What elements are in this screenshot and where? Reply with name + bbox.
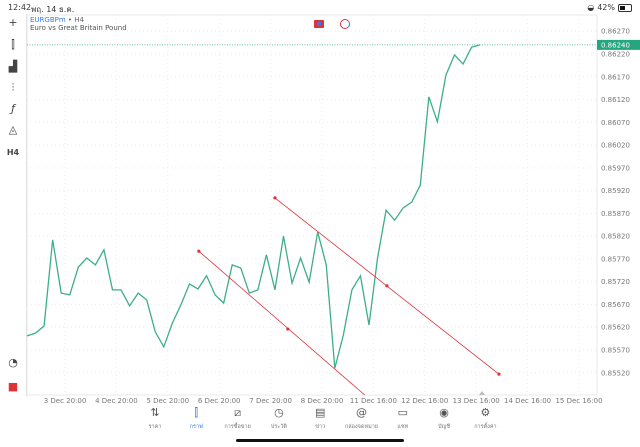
x-tick-label: 14 Dec 16:00 — [504, 397, 551, 405]
timeframe-label: H4 — [74, 16, 85, 24]
chat-icon: ▭ — [397, 406, 408, 419]
symbol-description: Euro vs Great Britain Pound — [30, 24, 127, 32]
current-price-badge — [597, 39, 640, 50]
nav-label: ราคา — [148, 424, 162, 430]
sell-button[interactable] — [314, 20, 324, 28]
one-click-trading-icon[interactable] — [340, 19, 350, 29]
x-tick-label: 7 Dec 20:00 — [249, 397, 292, 405]
nav-label: กราฟ — [189, 424, 203, 430]
x-tick-label: 15 Dec 16:00 — [555, 397, 602, 405]
y-tick-label: 0.85820 — [601, 233, 630, 241]
y-tick-label: 0.85520 — [601, 369, 630, 377]
current-price-label: 0.86240 — [601, 41, 630, 49]
account-icon: ◉ — [439, 406, 449, 419]
y-tick-label: 0.86270 — [601, 28, 630, 36]
nav-label: ประวัติ — [270, 424, 287, 430]
mailbox-icon: @ — [356, 406, 367, 419]
x-tick-label: 3 Dec 20:00 — [44, 397, 87, 405]
price-chart[interactable]: 0.86270 0.86220 0.86170 0.86120 0.86070 0.860… — [0, 0, 640, 405]
nav-item-news[interactable]: ▤ ข่าว — [298, 406, 342, 431]
y-tick-label: 0.85720 — [601, 278, 630, 286]
trendline-handle — [497, 372, 501, 376]
nav-item-chat[interactable]: ▭ แชท — [381, 406, 425, 431]
news-icon: ▤ — [314, 406, 326, 419]
nav-label: การซื้อขาย — [224, 424, 251, 430]
battery-icon — [618, 3, 632, 12]
trendline-handle — [286, 327, 290, 331]
plot-area — [26, 14, 598, 396]
x-tick-label: 8 Dec 20:00 — [301, 397, 344, 405]
nav-item-mailbox[interactable]: @ กล่องจดหมาย — [340, 406, 384, 431]
battery-percent: 42% — [597, 3, 615, 12]
y-tick-label: 0.85670 — [601, 301, 630, 309]
left-toolbar: + ⫿ ▟ ⫶ ƒ ◬ H4 ◔ ■ — [0, 14, 27, 396]
history-icon: ◷ — [274, 406, 284, 419]
nav-label: บัญชี — [438, 424, 451, 430]
y-tick-label: 0.85870 — [601, 210, 630, 218]
trendline-handle — [273, 196, 277, 200]
x-tick-label: 11 Dec 16:00 — [350, 397, 397, 405]
x-tick-label: 6 Dec 20:00 — [198, 397, 241, 405]
trendline — [198, 250, 365, 396]
y-tick-label: 0.86120 — [601, 96, 630, 104]
app-icon[interactable]: ■ — [7, 380, 19, 393]
y-tick-label: 0.85970 — [601, 164, 630, 172]
y-tick-label: 0.86220 — [601, 51, 630, 59]
x-tick-label: 4 Dec 20:00 — [95, 397, 138, 405]
indicators-icon[interactable]: ▟ — [8, 60, 18, 73]
price-line — [26, 44, 481, 369]
nav-item-trade[interactable]: ⧄ การซื้อขาย — [216, 406, 260, 431]
candlestick-icon[interactable]: ⫿ — [11, 38, 15, 51]
nav-label: ข่าว — [315, 424, 326, 430]
home-indicator — [236, 439, 404, 442]
nav-item-chart[interactable]: ⫿ กราฟ — [174, 406, 218, 431]
y-tick-label: 0.85570 — [601, 347, 630, 355]
crosshair-icon[interactable]: + — [8, 16, 18, 29]
y-tick-label: 0.86170 — [601, 73, 630, 81]
nav-item-account[interactable]: ◉ บัญชี — [422, 406, 466, 431]
y-tick-label: 0.86020 — [601, 142, 630, 150]
nav-label: การตั้งค่า — [474, 424, 497, 430]
y-tick-label: 0.85770 — [601, 255, 630, 263]
y-tick-label: 0.86070 — [601, 119, 630, 127]
x-tick-label: 5 Dec 20:00 — [146, 397, 189, 405]
status-bar: 12:42 พฤ. 14 ธ.ค. ◒ 42% — [0, 0, 640, 14]
y-tick-label: 0.85920 — [601, 187, 630, 195]
nav-label: กล่องจดหมาย — [344, 424, 379, 430]
sliders-icon[interactable]: ⫶ — [11, 81, 15, 94]
quotes-icon: ⇅ — [150, 406, 160, 419]
trendline-handle — [385, 284, 389, 288]
timeframe-separator: • — [67, 16, 73, 24]
timeframe-button[interactable]: H4 — [6, 148, 20, 157]
time-marker-icon — [479, 391, 485, 395]
nav-item-quotes[interactable]: ⇅ ราคา — [133, 406, 177, 431]
symbol-label: EURGBPm • H4 — [30, 16, 84, 24]
trade-icon: ⧄ — [234, 406, 242, 419]
function-icon[interactable]: ƒ — [11, 102, 15, 115]
y-tick-label: 0.85620 — [601, 324, 630, 332]
bottom-nav: ⇅ ราคา ⫿ กราฟ ⧄ การซื้อขาย ◷ ประวัติ ▤ ข่าว @ กล่อง… — [0, 406, 640, 434]
chart-icon: ⫿ — [194, 406, 199, 419]
x-tick-label: 13 Dec 16:00 — [453, 397, 500, 405]
status-date: พฤ. 14 ธ.ค. — [31, 5, 75, 14]
x-tick-label: 12 Dec 16:00 — [401, 397, 448, 405]
status-time: 12:42 — [8, 3, 32, 12]
battery-indicator: ◒ 42% — [587, 3, 632, 12]
trendline-handle — [197, 249, 201, 253]
nav-item-history[interactable]: ◷ ประวัติ — [257, 406, 301, 431]
shapes-icon[interactable]: ◬ — [8, 123, 18, 136]
nav-item-settings[interactable]: ⚙ การตั้งค่า — [463, 406, 507, 431]
settings-icon: ⚙ — [480, 406, 491, 419]
symbol-name: EURGBPm — [30, 16, 66, 24]
wifi-icon: ◒ — [587, 3, 595, 12]
zoom-chart-icon[interactable]: ◔ — [8, 356, 18, 369]
nav-label: แชท — [397, 424, 409, 430]
